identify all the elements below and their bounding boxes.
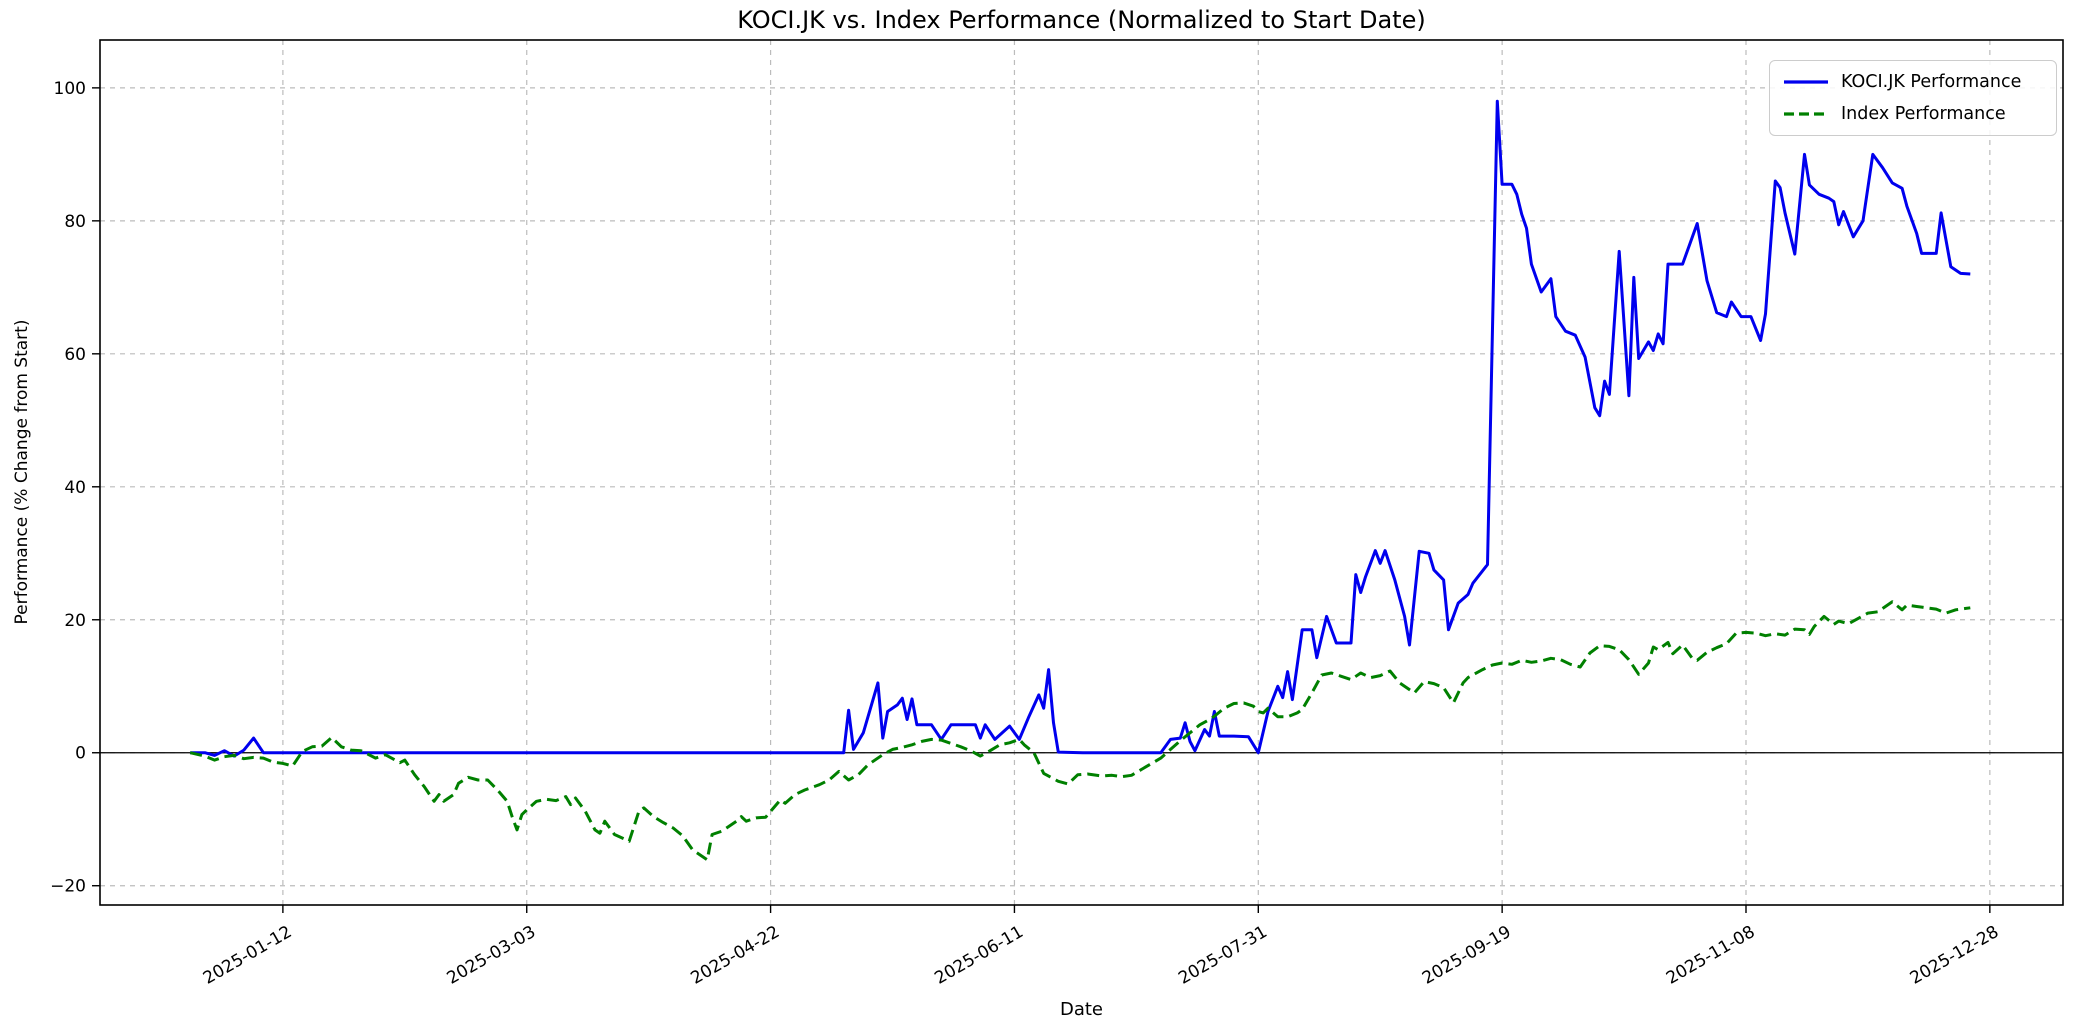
x-axis-label: Date: [1059, 999, 1104, 1020]
svg-text:40: 40: [64, 478, 86, 498]
svg-text:2025-09-19: 2025-09-19: [1419, 922, 1515, 989]
svg-text:2025-11-08: 2025-11-08: [1663, 922, 1759, 989]
svg-text:2025-04-22: 2025-04-22: [688, 922, 784, 989]
svg-text:100: 100: [54, 79, 86, 99]
svg-text:−20: −20: [50, 877, 86, 897]
svg-text:2025-06-11: 2025-06-11: [931, 922, 1027, 989]
legend-label-koci: KOCI.JK Performance: [1841, 72, 2022, 93]
chart-title: KOCI.JK vs. Index Performance (Normalize…: [737, 6, 1426, 34]
svg-text:20: 20: [64, 611, 86, 631]
legend: KOCI.JK Performance Index Performance: [1769, 60, 2057, 136]
legend-item-koci: KOCI.JK Performance: [1783, 72, 2056, 92]
svg-text:60: 60: [64, 345, 86, 365]
svg-text:2025-12-28: 2025-12-28: [1907, 922, 2003, 989]
legend-item-index: Index Performance: [1783, 104, 2056, 124]
svg-text:2025-01-12: 2025-01-12: [200, 922, 296, 989]
svg-text:0: 0: [75, 744, 86, 764]
dashed-line-icon: [1784, 112, 1828, 116]
svg-text:2025-07-31: 2025-07-31: [1175, 922, 1271, 989]
legend-label-index: Index Performance: [1841, 103, 2006, 124]
svg-text:80: 80: [64, 212, 86, 232]
svg-text:2025-03-03: 2025-03-03: [444, 922, 540, 989]
y-axis-label: Performance (% Change from Start): [12, 320, 32, 625]
solid-line-icon: [1784, 80, 1828, 84]
